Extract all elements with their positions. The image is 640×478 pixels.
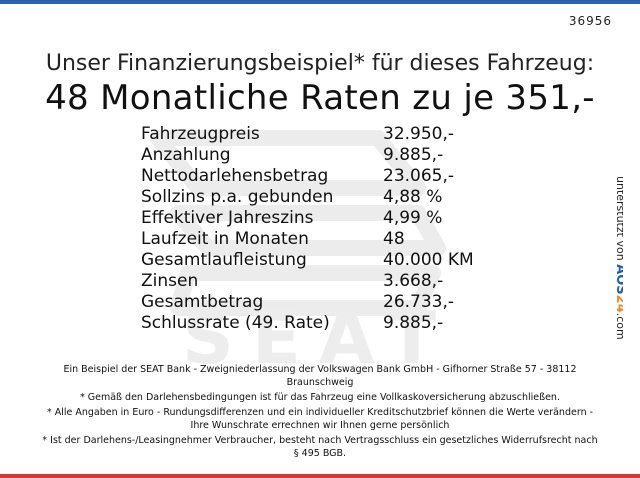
row-value: 4,99 % — [383, 208, 443, 228]
row-value: 9.885,- — [383, 313, 444, 333]
footnote-withdrawal: * Ist der Darlehens-/Leasingnehmer Verbr… — [42, 435, 598, 459]
reference-number: 36956 — [568, 14, 612, 28]
row-label: Sollzins p.a. gebunden — [141, 187, 334, 207]
row-value: 32.950,- — [383, 124, 455, 144]
table-row: Gesamtlaufleistung 40.000 KM — [141, 250, 474, 271]
table-row: Sollzins p.a. gebunden 4,88 % — [141, 187, 474, 208]
row-value: 26.733,- — [383, 292, 455, 312]
monthly-rate-subheadline: 48 Monatliche Raten zu je 351,- — [45, 78, 595, 118]
seat-logo-watermark: SEAT — [150, 130, 454, 368]
footnote-amounts: * Alle Angaben in Euro - Rundungsdiffere… — [46, 407, 594, 431]
footnote-insurance: * Gemäß den Darlehensbedingungen ist für… — [80, 392, 560, 403]
top-accent-bar — [0, 0, 640, 4]
bottom-accent-bar — [0, 474, 640, 478]
row-value: 9.885,- — [383, 145, 444, 165]
row-label: Fahrzeugpreis — [141, 124, 260, 144]
sponsor-brand-a: AOS — [613, 264, 623, 294]
row-label: Schlussrate (49. Rate) — [141, 313, 330, 333]
table-row: Anzahlung 9.885,- — [141, 145, 474, 166]
table-row: Effektiver Jahreszins 4,99 % — [141, 208, 474, 229]
table-row: Schlussrate (49. Rate) 9.885,- — [141, 313, 474, 334]
sponsor-credit: unterstützt von AOS24.com — [613, 176, 623, 340]
financing-table: Fahrzeugpreis 32.950,- Anzahlung 9.885,- N… — [141, 124, 474, 334]
row-label: Gesamtlaufleistung — [141, 250, 307, 270]
sponsor-text: unterstützt von AOS24.com — [613, 176, 623, 340]
footnote-bank: Ein Beispiel der SEAT Bank - Zweignieder… — [63, 364, 577, 388]
table-row: Laufzeit in Monaten 48 — [141, 229, 474, 250]
legal-footnotes: Ein Beispiel der SEAT Bank - Zweignieder… — [40, 363, 600, 462]
row-value: 4,88 % — [383, 187, 443, 207]
financing-headline: Unser Finanzierungsbeispiel* für dieses … — [45, 51, 595, 76]
row-label: Zinsen — [141, 271, 199, 291]
row-label: Gesamtbetrag — [141, 292, 264, 312]
sponsor-prefix: unterstützt von — [614, 176, 623, 261]
table-row: Nettodarlehensbetrag 23.065,- — [141, 166, 474, 187]
row-value: 3.668,- — [383, 271, 444, 291]
table-row: Zinsen 3.668,- — [141, 271, 474, 292]
table-row: Fahrzeugpreis 32.950,- — [141, 124, 474, 145]
sponsor-suffix: .com — [614, 313, 623, 340]
row-label: Laufzeit in Monaten — [141, 229, 309, 249]
row-value: 40.000 KM — [383, 250, 474, 270]
row-label: Effektiver Jahreszins — [141, 208, 314, 228]
table-row: Gesamtbetrag 26.733,- — [141, 292, 474, 313]
row-label: Nettodarlehensbetrag — [141, 166, 329, 186]
row-value: 23.065,- — [383, 166, 455, 186]
row-value: 48 — [383, 229, 405, 249]
sponsor-brand-b: 24 — [613, 295, 623, 313]
row-label: Anzahlung — [141, 145, 231, 165]
watermark-text: SEAT — [182, 296, 454, 368]
